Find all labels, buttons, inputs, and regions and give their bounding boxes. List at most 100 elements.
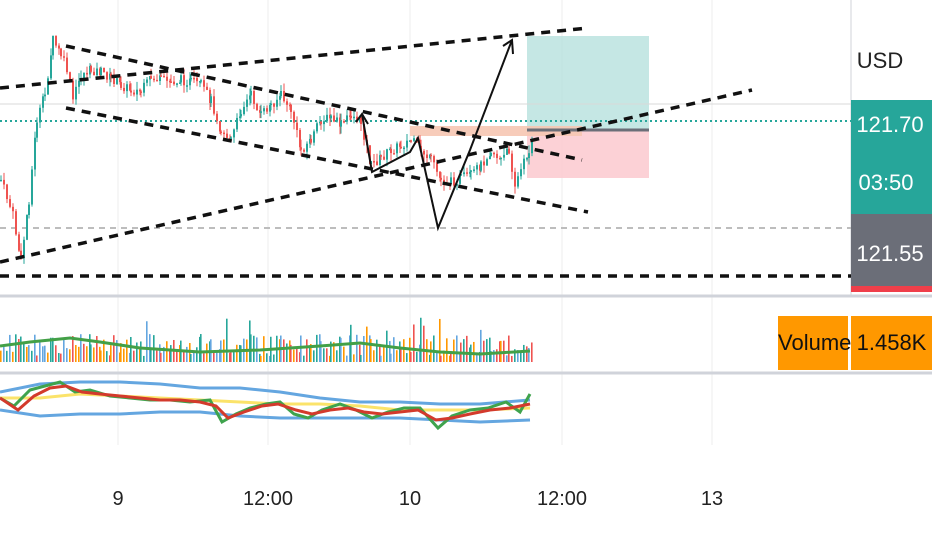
candle-body <box>116 78 118 84</box>
candle-body <box>511 153 513 172</box>
candle-body <box>469 171 471 174</box>
candle-body <box>343 121 345 123</box>
candle-body <box>256 103 258 110</box>
volume-bar <box>100 350 102 362</box>
volume-bar <box>379 343 381 362</box>
volume-bar <box>479 351 481 362</box>
candle-body <box>463 172 465 175</box>
volume-bar <box>399 341 401 362</box>
stop-zone <box>527 130 649 178</box>
candle-body <box>406 140 408 148</box>
candle-body <box>466 172 468 174</box>
candle-body <box>439 171 441 178</box>
volume-bar <box>279 339 281 362</box>
candle-body <box>146 79 148 83</box>
candle-body <box>383 156 385 160</box>
volume-bar <box>15 334 17 362</box>
volume-bar <box>283 339 285 362</box>
candle-body <box>143 82 145 93</box>
volume-bar <box>373 350 375 362</box>
candle-body <box>250 90 252 96</box>
x-tick-label: 12:00 <box>537 488 587 510</box>
volume-bar <box>320 341 322 362</box>
volume-bar <box>489 337 491 362</box>
volume-bar <box>129 352 131 362</box>
candle-body <box>350 115 352 119</box>
volume-bar <box>96 336 98 362</box>
candle-body <box>100 67 102 76</box>
candle-body <box>96 68 98 76</box>
volume-bar <box>116 340 118 362</box>
trend-lines <box>0 26 851 278</box>
candle-body <box>36 122 38 138</box>
candle-body <box>83 72 85 78</box>
candle-body <box>20 250 22 258</box>
candle-body <box>120 82 122 88</box>
volume-bar <box>343 346 345 362</box>
x-tick-label: 13 <box>701 488 723 510</box>
candle-body <box>346 115 348 122</box>
candle-body <box>514 171 516 187</box>
candle-body <box>426 154 428 159</box>
volume-bar <box>146 321 148 362</box>
candle-body <box>126 84 128 92</box>
volume-bar <box>449 355 451 362</box>
volume-bar <box>506 355 508 362</box>
volume-label: Volume <box>778 316 851 370</box>
volume-bar <box>406 353 408 362</box>
candle-body <box>72 80 74 100</box>
candle-body <box>42 96 44 108</box>
candle-body <box>173 81 175 85</box>
volume-bar <box>443 350 445 362</box>
volume-bar <box>163 346 165 362</box>
candle-body <box>503 154 505 158</box>
entry-band <box>410 126 582 136</box>
candle-body <box>3 179 5 185</box>
candle-body <box>220 131 222 133</box>
candle-body <box>456 183 458 186</box>
candle-body <box>0 179 2 182</box>
volume-bar <box>93 347 95 362</box>
volume-bar <box>20 336 22 362</box>
volume-bar <box>52 337 54 362</box>
candle-body <box>166 76 168 81</box>
candle-body <box>506 148 508 155</box>
volume-bar <box>508 335 510 362</box>
candle-body <box>490 152 492 157</box>
volume-bar <box>219 349 221 362</box>
volume-bar <box>330 341 332 362</box>
candle-body <box>300 147 302 150</box>
candle-body <box>453 177 455 186</box>
volume-bar <box>31 350 33 362</box>
candle-body <box>526 158 528 160</box>
candle-body <box>306 143 308 152</box>
target-zone <box>527 36 649 130</box>
volume-bar <box>26 346 28 362</box>
candle-body <box>323 121 325 125</box>
volume-bar <box>476 354 478 362</box>
candle-body <box>386 149 388 160</box>
candle-body <box>403 147 405 150</box>
candle-body <box>31 169 33 205</box>
candle-body <box>223 132 225 135</box>
candle-body <box>390 148 392 154</box>
candle-body <box>210 96 212 103</box>
candle-body <box>436 162 438 172</box>
volume-bar <box>440 355 442 362</box>
volume-bar <box>329 355 331 362</box>
candle-body <box>373 161 375 163</box>
volume-bar <box>336 350 338 362</box>
candle-body <box>413 138 415 141</box>
volume-bar <box>396 350 398 362</box>
volume-bar <box>523 344 525 362</box>
candle-body <box>26 215 28 240</box>
candle-body <box>226 133 228 138</box>
candle-body <box>163 75 165 78</box>
volume-bar <box>389 341 391 362</box>
candle-body <box>263 108 265 112</box>
volume-bar <box>216 350 218 362</box>
volume-bar <box>58 352 60 362</box>
volume-bar <box>50 337 52 362</box>
candle-body <box>340 121 342 127</box>
volume-bar <box>18 338 20 362</box>
